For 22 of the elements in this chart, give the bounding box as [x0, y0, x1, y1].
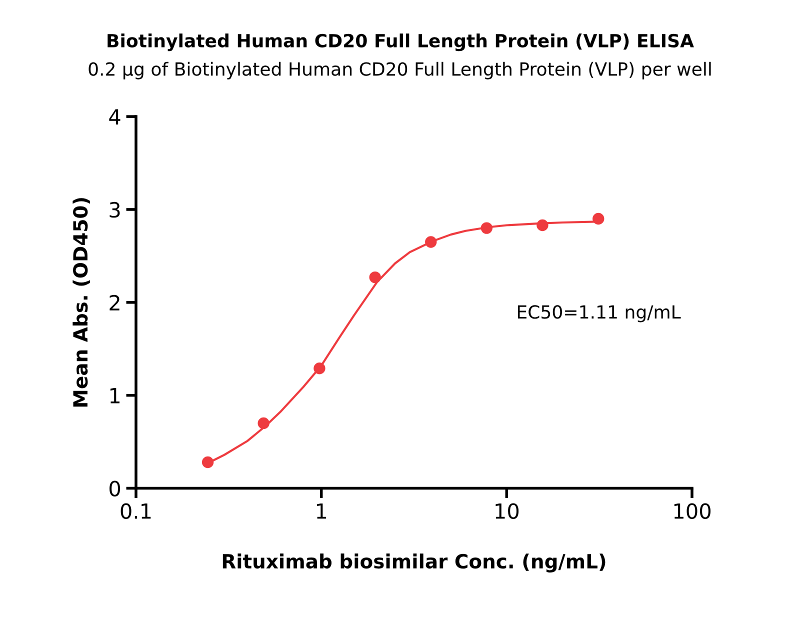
- x-tick-label: 10: [496, 503, 519, 519]
- chart-subtitle: 0.2 μg of Biotinylated Human CD20 Full Length Protein (VLP) per well: [88, 62, 711, 80]
- point: [314, 362, 326, 374]
- x-tick-label: 100: [674, 503, 710, 519]
- y-tick-label: 0: [110, 480, 120, 496]
- y-tick-label: 3: [110, 202, 120, 218]
- point: [202, 456, 214, 468]
- y-tick-label: 2: [110, 294, 120, 310]
- chart-title: Biotinylated Human CD20 Full Length Protein (VLP) ELISA: [108, 34, 694, 52]
- point: [369, 271, 381, 284]
- point: [258, 417, 270, 430]
- y-axis-title: Mean Abs. (OD450): [72, 198, 90, 407]
- point: [536, 219, 548, 232]
- y-tick-label: 4: [109, 109, 120, 124]
- point: [480, 222, 493, 234]
- y-tick-label: 1: [110, 388, 120, 404]
- point: [592, 212, 604, 225]
- x-tick-label: 0.1: [120, 503, 151, 519]
- x-axis-title: Rituximab biosimilar Conc. (ng/mL): [222, 554, 606, 573]
- annotation: EC50=1.11 ng/mL: [518, 305, 681, 322]
- x-tick-label: 1: [316, 503, 326, 519]
- point: [425, 236, 437, 248]
